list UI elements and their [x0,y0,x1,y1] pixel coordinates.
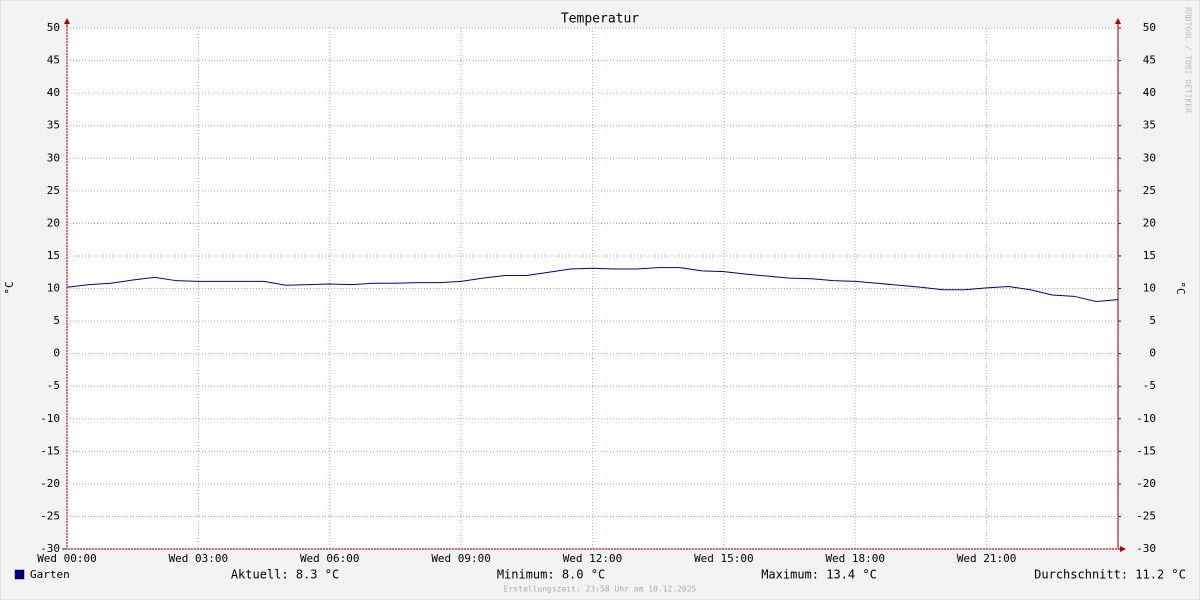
footer: Erstellungszeit: 23:58 Uhr am 10.12.2025 [504,585,697,594]
y-tick-label: 40 [47,86,60,99]
y-tick-label: 5 [53,314,60,327]
y2-tick-label: -10 [1136,412,1156,425]
legend-swatch [14,569,25,580]
x-tick-label: Wed 00:00 [37,552,97,565]
y2-tick-label: 5 [1149,314,1156,327]
y2-tick-label: 40 [1143,86,1156,99]
y-tick-label: 30 [47,151,60,164]
x-tick-label: Wed 03:00 [169,552,229,565]
y2-tick-label: -5 [1143,379,1156,392]
y-tick-label: 25 [47,184,60,197]
y2-tick-label: -30 [1136,542,1156,555]
x-tick-label: Wed 15:00 [694,552,754,565]
chart-title: Temperatur [561,12,639,27]
x-tick-label: Wed 18:00 [825,552,885,565]
y-tick-label: 50 [47,21,60,34]
y-tick-label: 15 [47,249,60,262]
y-tick-label: -15 [40,444,60,457]
y-tick-label: -10 [40,412,60,425]
y2-tick-label: 20 [1143,216,1156,229]
legend-stat: Minimum: 8.0 °C [497,568,605,582]
axis-arrow [1120,546,1126,552]
axis-arrow [64,18,70,24]
x-tick-label: Wed 09:00 [431,552,491,565]
x-tick-label: Wed 06:00 [300,552,360,565]
y2-tick-label: 25 [1143,184,1156,197]
y-tick-label: -25 [40,509,60,522]
y-tick-label: 35 [47,119,60,132]
y2-tick-label: 15 [1143,249,1156,262]
y2-tick-label: 30 [1143,151,1156,164]
y2-tick-label: -25 [1136,509,1156,522]
data-line [66,267,1119,303]
y2-tick-label: -15 [1136,444,1156,457]
y2-axis-label: °C [1174,281,1187,294]
y-tick-label: -30 [40,542,60,555]
y-tick-label: -5 [47,379,60,392]
y-axis-label: °C [3,281,16,294]
y2-tick-label: -20 [1136,477,1156,490]
y2-tick-label: 35 [1143,119,1156,132]
y-tick-label: 20 [47,216,60,229]
y2-tick-label: 50 [1143,21,1156,34]
y-tick-label: 10 [47,282,60,295]
legend-stat: Aktuell: 8.3 °C [231,568,339,582]
y2-tick-label: 10 [1143,282,1156,295]
x-tick-label: Wed 12:00 [563,552,623,565]
legend-stat: Durchschnitt: 11.2 °C [1034,568,1186,582]
y-tick-label: 0 [53,347,60,360]
y2-tick-label: 0 [1149,347,1156,360]
y2-tick-label: 45 [1143,54,1156,67]
x-tick-label: Wed 21:00 [957,552,1017,565]
watermark: RRDTOOL / TOBI OETIKER [1184,7,1193,113]
y-tick-label: -20 [40,477,60,490]
legend-stat: Maximum: 13.4 °C [761,568,877,582]
axis-arrow [1115,18,1121,24]
legend-label: Garten [30,568,70,581]
y-tick-label: 45 [47,54,60,67]
